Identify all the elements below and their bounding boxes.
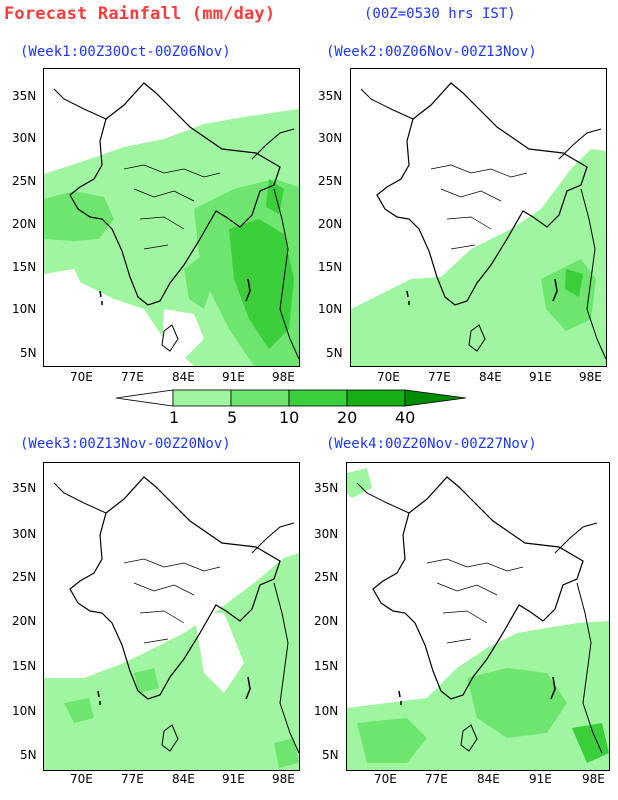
lat-label-30n: 30N [318, 131, 343, 145]
legend-label-20: 20 [337, 408, 358, 427]
lat-label-5n: 5N [326, 346, 343, 360]
lon-label-91e: 91E [222, 772, 245, 786]
lat-label-20n: 20N [12, 614, 37, 628]
lat-label-10n: 10N [12, 302, 37, 316]
lat-label-35n: 35N [318, 89, 343, 103]
lat-label-15n: 15N [314, 659, 339, 673]
legend-label-10: 10 [279, 408, 300, 427]
map-panel-week3 [43, 462, 300, 771]
lat-label-25n: 25N [12, 174, 37, 188]
legend-swatch-10-20 [288, 389, 348, 407]
legend-label-5: 5 [227, 408, 238, 427]
lon-label-84e: 84E [172, 772, 195, 786]
lat-label-30n: 30N [12, 527, 37, 541]
legend-label-1: 1 [169, 408, 180, 427]
legend-swatch-5-10 [230, 389, 290, 407]
map-title: Forecast Rainfall (mm/day) [4, 4, 276, 24]
panel-title-week4: (Week4:00Z20Nov-00Z27Nov) [326, 436, 537, 452]
lat-label-10n: 10N [314, 704, 339, 718]
lat-label-10n: 10N [318, 302, 343, 316]
lon-label-70e: 70E [70, 370, 93, 384]
legend-swatch-20-40 [346, 389, 406, 407]
lat-label-5n: 5N [322, 748, 339, 762]
lon-label-91e: 91E [529, 772, 552, 786]
lon-label-98e: 98E [272, 370, 295, 384]
lat-label-15n: 15N [12, 659, 37, 673]
panel-title-week2: (Week2:00Z06Nov-00Z13Nov) [326, 44, 537, 60]
lon-label-91e: 91E [529, 370, 552, 384]
lat-label-30n: 30N [314, 527, 339, 541]
lat-label-5n: 5N [20, 748, 37, 762]
lon-label-77e: 77E [428, 370, 451, 384]
lon-label-70e: 70E [70, 772, 93, 786]
lat-label-15n: 15N [318, 260, 343, 274]
legend-swatch-below-1 [115, 389, 174, 407]
panel-title-week1: (Week1:00Z30Oct-00Z06Nov) [20, 44, 231, 60]
lon-label-84e: 84E [477, 772, 500, 786]
lon-label-70e: 70E [377, 370, 400, 384]
lat-label-25n: 25N [318, 174, 343, 188]
lat-label-20n: 20N [318, 217, 343, 231]
panel-title-week3: (Week3:00Z13Nov-00Z20Nov) [20, 436, 231, 452]
lon-label-98e: 98E [579, 370, 602, 384]
lat-label-35n: 35N [12, 89, 37, 103]
lat-label-25n: 25N [314, 570, 339, 584]
legend-label-40: 40 [395, 408, 416, 427]
lon-label-98e: 98E [272, 772, 295, 786]
legend-swatch-1-5 [172, 389, 232, 407]
lat-label-35n: 35N [314, 481, 339, 495]
lat-label-20n: 20N [314, 614, 339, 628]
lon-label-70e: 70E [374, 772, 397, 786]
legend-colorbar [115, 389, 467, 407]
map-panel-week2 [350, 68, 607, 367]
lat-label-15n: 15N [12, 260, 37, 274]
map-panel-week4 [346, 462, 610, 771]
lon-label-77e: 77E [425, 772, 448, 786]
lat-label-10n: 10N [12, 704, 37, 718]
lon-label-77e: 77E [121, 772, 144, 786]
lon-label-91e: 91E [222, 370, 245, 384]
lon-label-84e: 84E [172, 370, 195, 384]
lon-label-77e: 77E [121, 370, 144, 384]
lon-label-98e: 98E [582, 772, 605, 786]
lat-label-35n: 35N [12, 481, 37, 495]
lat-label-25n: 25N [12, 570, 37, 584]
lon-label-84e: 84E [479, 370, 502, 384]
lat-label-5n: 5N [20, 346, 37, 360]
lat-label-20n: 20N [12, 217, 37, 231]
time-note: (00Z=0530 hrs IST) [364, 6, 516, 22]
color-legend: 1 5 10 20 40 [115, 388, 467, 428]
map-panel-week1 [43, 68, 300, 367]
lat-label-30n: 30N [12, 131, 37, 145]
legend-swatch-above-40 [404, 389, 467, 407]
